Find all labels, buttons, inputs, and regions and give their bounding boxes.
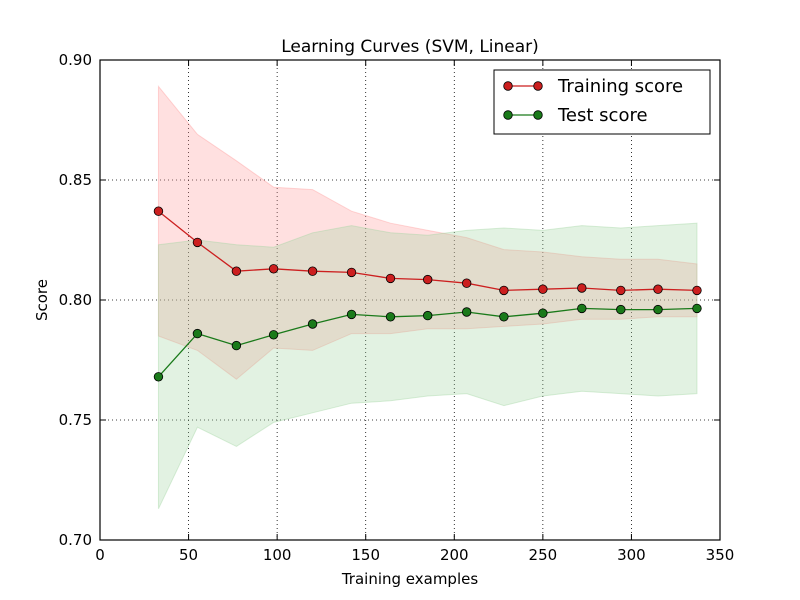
x-tick-label: 200 xyxy=(440,546,469,564)
plot-area: 0 50 100 150 200 250 300 350 0.70 0.75 0.80 0.85 0.9… xyxy=(59,51,735,564)
chart-title: Learning Curves (SVM, Linear) xyxy=(281,37,539,57)
data-point-training xyxy=(577,283,587,293)
data-point-training xyxy=(653,284,663,294)
data-point-test xyxy=(423,310,433,321)
data-point-test xyxy=(692,303,702,314)
data-point-test xyxy=(346,309,357,320)
x-tick-label: 100 xyxy=(263,546,292,564)
legend-marker-training xyxy=(503,81,513,91)
data-point-test xyxy=(653,304,663,315)
data-point-training xyxy=(307,266,318,276)
x-tick-label: 0 xyxy=(95,546,105,564)
data-point-test xyxy=(192,328,203,339)
data-point-test xyxy=(461,307,472,317)
legend-marker-test xyxy=(503,110,513,120)
y-tick-label: 0.80 xyxy=(59,291,92,309)
data-point-training xyxy=(346,267,357,278)
x-tick-label: 300 xyxy=(617,546,646,564)
y-axis-title: Score xyxy=(33,279,51,321)
confidence-band-test xyxy=(157,222,698,510)
data-point-training xyxy=(538,284,548,294)
data-point-training xyxy=(192,237,203,248)
data-point-training xyxy=(499,285,509,296)
y-tick-label: 0.85 xyxy=(59,171,92,189)
legend-marker-training xyxy=(533,81,543,91)
data-point-training xyxy=(153,206,164,216)
data-point-test xyxy=(499,312,509,322)
data-point-test xyxy=(307,319,318,329)
data-point-test xyxy=(577,303,587,314)
data-point-test xyxy=(616,304,626,315)
confidence-band-training xyxy=(157,84,698,380)
data-point-training xyxy=(268,264,279,274)
data-point-training xyxy=(231,266,242,276)
x-tick-label: 250 xyxy=(529,546,558,564)
data-point-test xyxy=(153,372,164,382)
data-point-training xyxy=(616,285,626,296)
legend-marker-test xyxy=(533,110,543,120)
legend-box xyxy=(493,69,711,135)
data-point-training xyxy=(692,285,702,296)
data-point-training xyxy=(461,278,472,288)
x-tick-label: 350 xyxy=(706,546,735,564)
data-point-test xyxy=(231,340,242,351)
y-tick-label: 0.70 xyxy=(59,531,92,549)
x-tick-label: 150 xyxy=(351,546,380,564)
x-tick-label: 50 xyxy=(179,546,198,564)
y-tick-label: 0.90 xyxy=(59,51,92,69)
data-point-training xyxy=(385,273,396,284)
data-point-test xyxy=(268,330,279,340)
data-point-test xyxy=(538,308,548,318)
x-axis-title: Training examples xyxy=(341,570,479,588)
legend-label-training: Training score xyxy=(557,76,683,97)
legend-label-test: Test score xyxy=(557,105,648,126)
y-tick-label: 0.75 xyxy=(59,411,92,429)
data-point-training xyxy=(423,274,433,285)
data-point-test xyxy=(385,312,396,322)
